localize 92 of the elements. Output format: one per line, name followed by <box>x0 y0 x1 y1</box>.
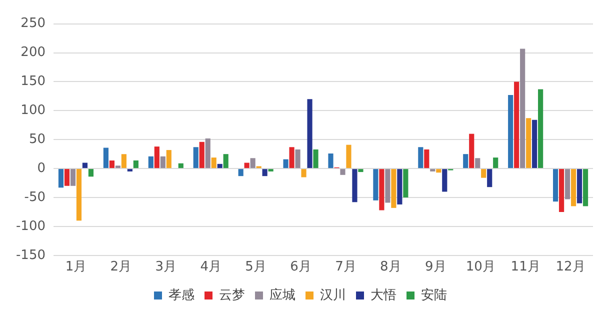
bar <box>76 169 82 221</box>
bar <box>487 169 492 188</box>
y-tick-label: 50 <box>28 132 46 147</box>
y-tick-label: 250 <box>20 16 46 32</box>
legend-label: 汉川 <box>320 288 346 303</box>
y-tick-label: -150 <box>16 248 46 263</box>
bar <box>211 158 216 168</box>
bar <box>481 169 486 178</box>
bar <box>352 169 358 202</box>
bar <box>346 144 352 168</box>
bar <box>307 99 312 168</box>
bar <box>358 169 364 172</box>
bar <box>558 169 564 212</box>
legend-label: 云梦 <box>219 288 245 303</box>
x-tick-label: 9月 <box>425 260 446 275</box>
bar <box>397 169 402 204</box>
bar <box>442 169 448 192</box>
x-tick-label: 11月 <box>510 260 540 275</box>
x-tick-label: 1月 <box>65 260 87 275</box>
bar <box>385 169 390 203</box>
bar <box>121 154 126 168</box>
y-tick-label: 0 <box>37 160 46 176</box>
bar <box>403 169 408 198</box>
bar <box>328 153 334 168</box>
legend-label: 安陆 <box>421 286 447 303</box>
bar <box>475 158 480 168</box>
legend-label: 应城 <box>270 286 296 303</box>
bar <box>576 169 582 204</box>
bar <box>564 169 570 200</box>
bar <box>532 120 538 168</box>
bar <box>88 169 94 177</box>
bar <box>520 48 526 168</box>
y-tick-label: 150 <box>20 74 46 90</box>
x-tick-label: 4月 <box>200 260 222 275</box>
bar <box>469 134 474 168</box>
bar <box>283 159 288 168</box>
bar <box>64 169 70 186</box>
bar <box>58 169 64 188</box>
x-tick-label: 2月 <box>110 260 132 275</box>
bar <box>166 150 172 168</box>
bar <box>262 169 268 176</box>
y-tick-label: 100 <box>20 103 46 118</box>
bar <box>244 162 250 168</box>
x-tick-label: 12月 <box>556 260 586 275</box>
bar <box>70 169 76 186</box>
bar <box>238 169 244 176</box>
bar <box>538 89 544 168</box>
bar <box>289 147 294 168</box>
bar <box>424 149 430 168</box>
bar <box>199 142 204 168</box>
bar <box>178 163 184 168</box>
bar <box>570 169 576 206</box>
bar <box>115 166 120 168</box>
bar <box>313 149 318 168</box>
bar <box>436 169 442 173</box>
bar <box>193 147 198 168</box>
bar <box>379 169 384 210</box>
bar <box>373 169 378 200</box>
legend-label: 孝感 <box>168 288 194 303</box>
bar <box>295 149 300 168</box>
bar <box>514 82 520 168</box>
bar <box>582 169 588 206</box>
bar <box>109 160 114 168</box>
x-tick-label: 3月 <box>155 260 177 275</box>
bar <box>82 162 88 168</box>
y-tick-label: 200 <box>20 45 46 60</box>
x-tick-label: 10月 <box>466 260 496 275</box>
bar <box>223 154 228 168</box>
bar <box>205 138 210 168</box>
x-tick-label: 8月 <box>380 260 402 275</box>
y-tick-label: -50 <box>24 190 46 205</box>
bar <box>217 164 222 168</box>
bar <box>160 156 166 168</box>
bar <box>340 169 346 175</box>
bar <box>418 147 424 168</box>
y-tick-label: -100 <box>16 218 46 234</box>
x-tick-label: 7月 <box>335 260 356 275</box>
bar <box>154 146 160 168</box>
bar <box>526 118 532 168</box>
x-tick-label: 5月 <box>245 260 266 275</box>
x-tick-label: 6月 <box>290 260 312 275</box>
bar <box>250 158 256 168</box>
bar <box>508 95 514 168</box>
bar <box>301 169 306 178</box>
bar <box>133 160 138 168</box>
bar <box>493 158 498 168</box>
bar <box>463 154 468 168</box>
bar <box>391 169 396 208</box>
bar <box>103 148 109 168</box>
bar <box>552 169 558 202</box>
legend-label: 大悟 <box>370 288 396 303</box>
bar <box>148 156 154 168</box>
